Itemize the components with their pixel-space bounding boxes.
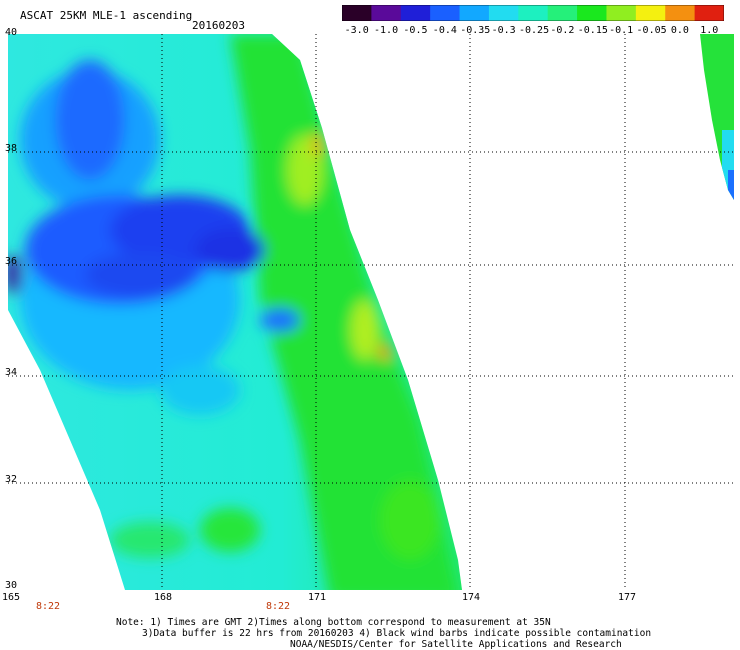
- colorbar-tick-label: 0.0: [670, 25, 689, 36]
- swath-right: [700, 34, 734, 200]
- colorbar-tick-label: -0.2: [550, 25, 575, 36]
- lon-label-177: 177: [618, 592, 637, 603]
- lon-label-168: 168: [154, 592, 173, 603]
- lon-label-171: 171: [308, 592, 327, 603]
- map-date: 20160203: [192, 19, 245, 32]
- colorbar-swatch: [665, 5, 696, 21]
- colorbar-swatch: [635, 5, 666, 21]
- lat-label-36: 36: [5, 256, 18, 267]
- colorbar-tick-label: 1.0: [700, 25, 719, 36]
- colorbar-swatch: [606, 5, 637, 21]
- colorbar-swatch: [694, 5, 724, 21]
- grid-lines: [8, 34, 734, 590]
- map-title: ASCAT 25KM MLE-1 ascending: [20, 9, 193, 22]
- colorbar-tick-label: -0.25: [519, 25, 550, 36]
- colorbar-swatch: [577, 5, 608, 21]
- lat-label-30: 30: [5, 580, 18, 591]
- colorbar-swatch: [400, 5, 431, 21]
- colorbar-swatch: [459, 5, 490, 21]
- colorbar-swatch: [518, 5, 549, 21]
- colorbar: [342, 5, 724, 21]
- colorbar-tick-label: -0.1: [609, 25, 634, 36]
- time-label-left: 8:22: [36, 601, 61, 612]
- time-label-right: 8:22: [266, 601, 291, 612]
- note-line-1: Note: 1) Times are GMT 2)Times along bot…: [116, 617, 551, 628]
- colorbar-swatch: [488, 5, 519, 21]
- lat-label-40: 40: [5, 27, 18, 38]
- colorbar-swatch: [342, 5, 372, 21]
- lat-label-32: 32: [5, 474, 18, 485]
- colorbar-swatch: [371, 5, 402, 21]
- colorbar-tick-label: -0.3: [491, 25, 516, 36]
- lon-label-174: 174: [462, 592, 481, 603]
- lat-label-34: 34: [5, 367, 18, 378]
- colorbar-tick-label: -0.05: [636, 25, 667, 36]
- colorbar-tick-label: -1.0: [374, 25, 399, 36]
- colorbar-tick-label: -3.0: [344, 25, 369, 36]
- lat-label-38: 38: [5, 143, 18, 154]
- swath-main: [8, 34, 462, 590]
- colorbar-tick-label: -0.5: [403, 25, 428, 36]
- credit-line: NOAA/NESDIS/Center for Satellite Applica…: [290, 639, 622, 650]
- colorbar-swatch: [547, 5, 578, 21]
- colorbar-tick-label: -0.15: [577, 25, 608, 36]
- colorbar-tick-label: -0.4: [432, 25, 457, 36]
- lon-label-165: 165: [2, 592, 21, 603]
- colorbar-swatch: [430, 5, 461, 21]
- colorbar-tick-label: -0.35: [460, 25, 491, 36]
- note-line-2: 3)Data buffer is 22 hrs from 20160203 4)…: [142, 628, 652, 639]
